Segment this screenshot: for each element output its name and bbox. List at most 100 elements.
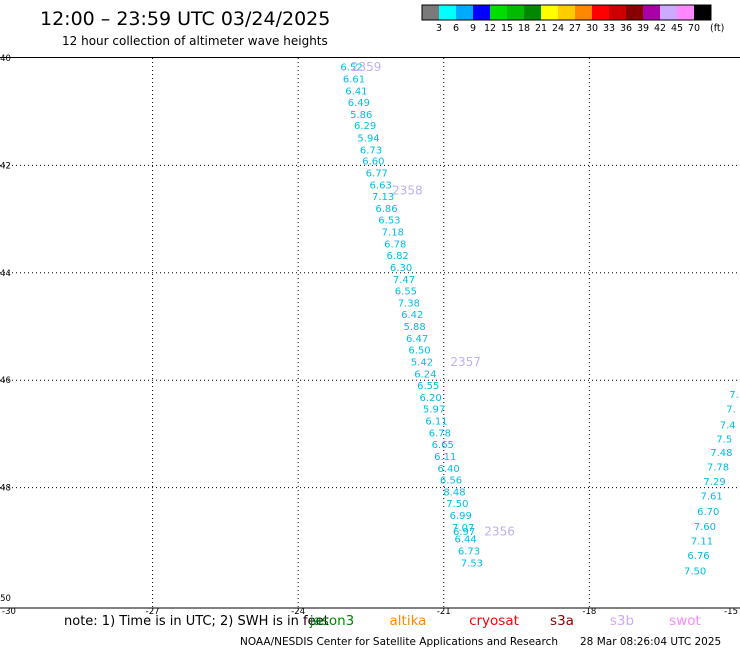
swh-value-label: 6.99 bbox=[450, 511, 472, 522]
colorbar-outline bbox=[421, 4, 712, 21]
swh-value-label: 7. bbox=[729, 390, 739, 401]
swh-value-label: 7.78 bbox=[707, 463, 729, 474]
swh-value-label: 6.30 bbox=[390, 263, 412, 274]
mission-swot: swot bbox=[669, 613, 701, 629]
swh-value-label: 7.53 bbox=[461, 558, 483, 569]
credit-text: NOAA/NESDIS Center for Satellite Applica… bbox=[240, 636, 558, 648]
colorbar-swatch bbox=[575, 5, 592, 20]
swh-value-label: 7.13 bbox=[372, 192, 394, 203]
colorbar-swatch bbox=[473, 5, 490, 20]
mission-altika: altika bbox=[390, 613, 427, 629]
swh-value-label: 5.97 bbox=[423, 405, 445, 416]
swh-value-label: 6.49 bbox=[348, 98, 370, 109]
colorbar-label: 39 bbox=[637, 23, 649, 34]
mission-s3b: s3b bbox=[610, 613, 634, 629]
time-labels: 2359 2358 2357 2356 bbox=[351, 60, 515, 539]
swh-value-label: 6.86 bbox=[375, 204, 397, 215]
swh-value-label: 6.52 bbox=[340, 63, 362, 74]
track-a-values: 6.526.616.416.495.866.295.946.736.606.77… bbox=[340, 63, 483, 570]
pass-time-label: 2357 bbox=[450, 355, 481, 369]
map-subtitle: 12 hour collection of altimeter wave hei… bbox=[62, 34, 328, 48]
swh-value-label: 7.60 bbox=[694, 522, 716, 533]
lat-tick-label: -48 bbox=[0, 484, 11, 494]
lat-tick-label: -46 bbox=[0, 376, 11, 386]
lat-tick-label: -44 bbox=[0, 269, 11, 279]
swh-value-label: 6.20 bbox=[420, 393, 442, 404]
colorbar-unit: (ft) bbox=[710, 23, 724, 34]
colorbar-swatch bbox=[541, 5, 558, 20]
swh-value-label: 6.78 bbox=[429, 428, 451, 439]
colorbar-label: 3 bbox=[436, 23, 442, 34]
colorbar-label: 24 bbox=[552, 23, 564, 34]
colorbar-legend: 3 6 9 12 15 18 21 24 27 30 33 36 39 42 45 70 bbox=[421, 4, 712, 34]
colorbar-swatch bbox=[694, 5, 711, 20]
colorbar-swatch bbox=[524, 5, 541, 20]
colorbar-swatch bbox=[626, 5, 643, 20]
mission-cryosat: cryosat bbox=[469, 613, 519, 629]
lon-tick-label: -21 bbox=[437, 607, 451, 617]
lon-tick-label: -15 bbox=[724, 607, 738, 617]
swh-value-label: 6.73 bbox=[360, 145, 382, 156]
swh-value-label: 6.41 bbox=[345, 86, 367, 97]
swh-value-label: 7.5 bbox=[716, 434, 732, 445]
pass-time-label: 2359 bbox=[351, 60, 382, 74]
coordinate-tick-labels: -30 -27 -24 -21 -18 -15 -40 -42 -44 -46 -48 -50 bbox=[0, 54, 738, 617]
colorbar-label: 42 bbox=[654, 23, 666, 34]
lon-tick-label: -27 bbox=[146, 607, 160, 617]
footer-note: note: 1) Time is in UTC; 2) SWH is in fe… bbox=[64, 614, 329, 629]
swh-value-label: 6.53 bbox=[378, 216, 400, 227]
map-background bbox=[0, 57, 740, 608]
colorbar-label: 36 bbox=[620, 23, 632, 34]
lon-tick-label: -30 bbox=[2, 607, 16, 617]
lat-tick-label: -50 bbox=[0, 594, 11, 604]
graticule bbox=[0, 58, 740, 608]
swh-value-label: 6.65 bbox=[432, 440, 454, 451]
swh-value-label: 7. bbox=[726, 405, 736, 416]
swh-value-label: 6.76 bbox=[687, 551, 709, 562]
swh-value-label: 6.63 bbox=[370, 180, 392, 191]
colorbar-swatch bbox=[609, 5, 626, 20]
swh-value-label: 8.48 bbox=[443, 487, 465, 498]
swh-value-label: 6.70 bbox=[697, 507, 719, 518]
swh-value-label: 6.55 bbox=[395, 287, 417, 298]
mission-legend: jason3 altika cryosat s3a s3b swot bbox=[309, 613, 701, 629]
swh-value-label: 6.77 bbox=[366, 168, 388, 179]
swh-value-label: 7.07 bbox=[452, 523, 474, 534]
colorbar-label: 9 bbox=[470, 23, 476, 34]
swh-value-label: 5.88 bbox=[404, 322, 426, 333]
swh-value-label: 7.50 bbox=[684, 566, 706, 577]
swh-value-label: 6.11 bbox=[425, 417, 447, 428]
colorbar-swatch bbox=[660, 5, 677, 20]
swh-value-label: 6.82 bbox=[387, 251, 409, 262]
colorbar-label: 18 bbox=[518, 23, 530, 34]
swh-value-label: 5.94 bbox=[357, 134, 379, 145]
track-b-values: 7. 7. 7.4 7.5 7.48 7.78 7.29 7.61 6.70 7.60 7.11 6.… bbox=[684, 390, 739, 577]
colorbar-swatch bbox=[592, 5, 609, 20]
colorbar-label: 15 bbox=[501, 23, 513, 34]
colorbar-swatch bbox=[507, 5, 524, 20]
pass-time-label: 2358 bbox=[392, 184, 423, 198]
map-title: 12:00 – 23:59 UTC 03/24/2025 bbox=[40, 8, 330, 30]
colorbar-swatch bbox=[677, 5, 694, 20]
swh-value-label: 6.56 bbox=[440, 476, 462, 487]
colorbar-swatch bbox=[490, 5, 507, 20]
colorbar-swatch bbox=[439, 5, 456, 20]
lat-tick-label: -42 bbox=[0, 161, 11, 171]
swh-value-label: 6.73 bbox=[458, 547, 480, 558]
colorbar-label: 33 bbox=[603, 23, 615, 34]
timestamp-text: 28 Mar 08:26:04 UTC 2025 bbox=[580, 636, 721, 648]
swh-value-label: 6.47 bbox=[406, 334, 428, 345]
swh-value-label: 7.48 bbox=[710, 448, 732, 459]
colorbar-swatch bbox=[422, 5, 439, 20]
lat-tick-label: -40 bbox=[0, 54, 11, 64]
colorbar-label: 12 bbox=[484, 23, 496, 34]
colorbar-label: 6 bbox=[453, 23, 459, 34]
colorbar-label: 30 bbox=[586, 23, 598, 34]
swh-value-label: 6.78 bbox=[384, 239, 406, 250]
colorbar-label: 27 bbox=[569, 23, 581, 34]
mission-jason3: jason3 bbox=[309, 613, 354, 629]
swh-value-label: 6.60 bbox=[362, 157, 384, 168]
swh-value-label: 6.29 bbox=[354, 121, 376, 132]
swh-value-label: 7.47 bbox=[393, 275, 415, 286]
